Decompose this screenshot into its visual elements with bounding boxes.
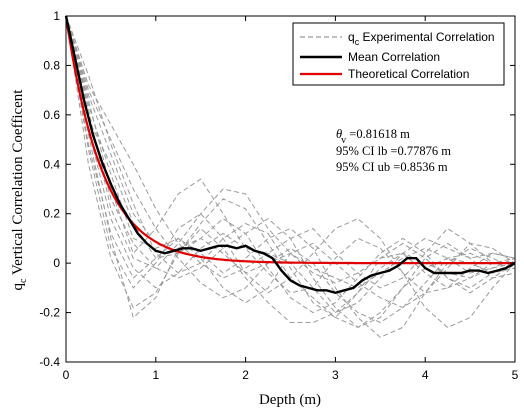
x-tick-label: 4: [422, 368, 429, 382]
y-tick-label: 0.8: [43, 58, 60, 72]
y-axis-label: qc Vertical Correlation Coefficent: [10, 89, 29, 291]
x-tick-label: 1: [152, 368, 159, 382]
y-tick-label: 0.2: [43, 207, 60, 221]
y-tick-label: 0: [53, 256, 60, 270]
axes-box: [65, 15, 516, 363]
legend-label-mean: Mean Correlation: [348, 50, 440, 64]
legend-label-experimental: qc Experimental Correlation: [348, 30, 495, 47]
y-tick-label: -0.2: [39, 306, 60, 320]
y-axis-label-rest: Vertical Correlation Coefficent: [10, 89, 26, 279]
annotation-ci-lb: 95% CI lb =0.77876 m: [336, 144, 451, 158]
legend-label-theoretical: Theoretical Correlation: [348, 67, 469, 81]
annotation-theta: θv =0.81618 m: [336, 127, 410, 146]
x-tick-label: 2: [242, 368, 249, 382]
experimental-series-line-14: [65, 15, 516, 314]
x-axis-label: Depth (m): [259, 392, 321, 408]
x-tick-label: 0: [63, 368, 70, 382]
experimental-series-line-5: [65, 15, 516, 319]
theoretical-correlation-line: [64, 15, 515, 265]
x-tick-label: 3: [332, 368, 339, 382]
mean-correlation-line: [64, 15, 516, 295]
y-axis-label-sub: c: [18, 278, 29, 283]
experimental-series-line-11: [65, 15, 516, 309]
y-tick-label: 1: [53, 9, 60, 23]
y-axis-label-main: q: [10, 282, 26, 290]
experimental-series-line-13: [65, 15, 516, 328]
y-tick-label: 0.6: [43, 108, 60, 122]
experimental-series-line-12: [65, 15, 516, 338]
experimental-series-line-1: [65, 15, 516, 289]
annotation-block: θv =0.81618 m 95% CI lb =0.77876 m 95% C…: [336, 127, 451, 174]
x-tick-label: 5: [512, 368, 519, 382]
y-tick-label: 0.4: [43, 157, 60, 171]
legend: qc Experimental Correlation Mean Correla…: [292, 22, 505, 86]
ticks-group: 0 1 2 3 4 5 -0.4 -0.2 0 0.2 0.4 0.6 0.8 1: [39, 9, 518, 382]
y-tick-label: -0.4: [39, 355, 60, 369]
annotation-ci-ub: 95% CI ub =0.8536 m: [336, 160, 448, 174]
axes-frame: [65, 15, 516, 363]
experimental-series-line-8: [65, 15, 516, 328]
